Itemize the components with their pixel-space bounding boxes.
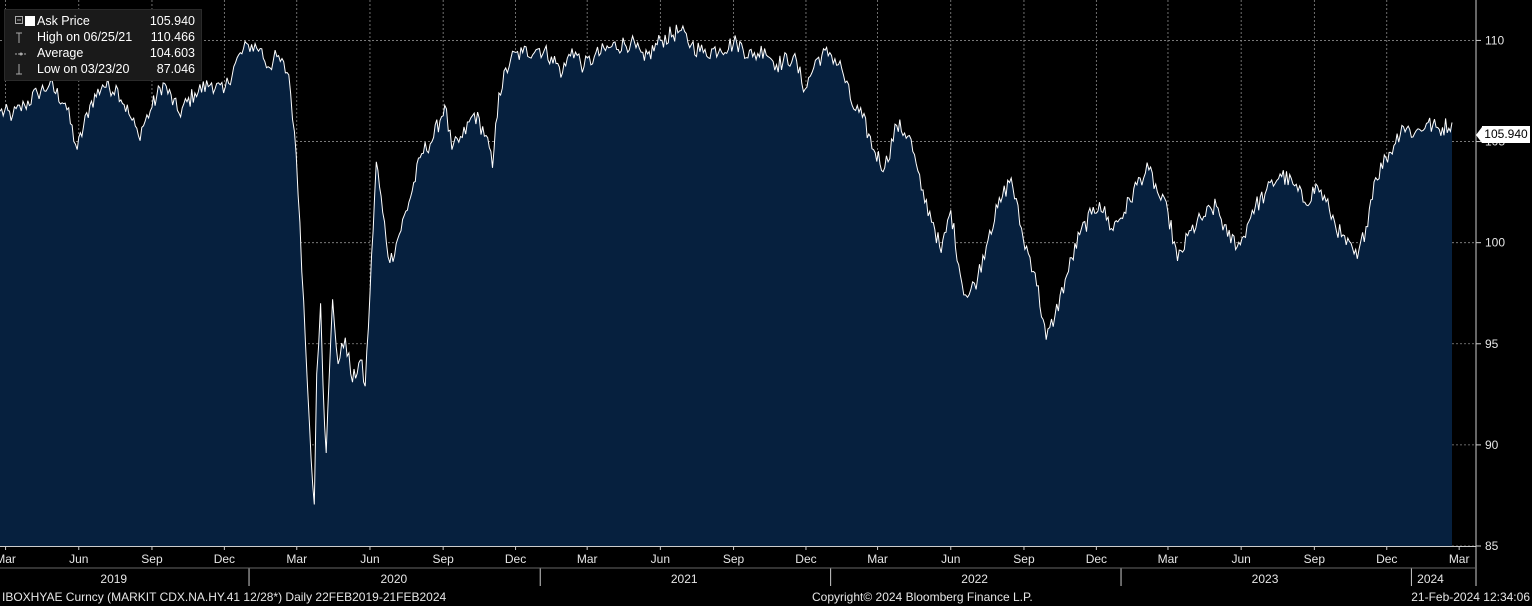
x-tick-label: Jun [360, 552, 379, 566]
high-marker-icon [15, 31, 24, 43]
x-tick-label: Jun [651, 552, 670, 566]
x-tick-label: Dec [795, 552, 816, 566]
x-tick-label: Jun [1231, 552, 1250, 566]
x-tick-label: Sep [432, 552, 454, 566]
year-label: 2021 [671, 572, 698, 586]
year-label: 2024 [1417, 572, 1444, 586]
price-line [0, 24, 1453, 505]
year-label: 2019 [100, 572, 127, 586]
legend-row-average: Average 104.603 [13, 45, 197, 61]
chart-legend: Ask Price 105.940 High on 06/25/21 110.4… [4, 9, 202, 81]
footer-copyright: Copyright© 2024 Bloomberg Finance L.P. [812, 590, 1033, 604]
collapse-icon[interactable] [15, 15, 24, 26]
legend-value: 110.466 [150, 30, 195, 44]
x-tick-label: Mar [867, 552, 888, 566]
legend-row-ask-price: Ask Price 105.940 [13, 13, 197, 29]
x-tick-label: Dec [214, 552, 235, 566]
x-tick-label: Sep [1304, 552, 1326, 566]
x-tick-label: Dec [1086, 552, 1107, 566]
y-tick-label: 110 [1485, 33, 1504, 47]
x-tick-label: Sep [723, 552, 745, 566]
legend-value: 104.603 [149, 46, 195, 60]
x-tick-label: Sep [141, 552, 163, 566]
x-tick-label: Mar [286, 552, 307, 566]
y-tick-label: 90 [1485, 438, 1499, 452]
year-label: 2022 [961, 572, 988, 586]
y-tick-label: 100 [1485, 236, 1505, 250]
x-tick-label: Mar [577, 552, 598, 566]
legend-label: Ask Price [37, 14, 90, 28]
legend-label: Low on 03/23/20 [37, 62, 130, 76]
x-tick-label: Dec [505, 552, 526, 566]
legend-value: 87.046 [156, 62, 195, 76]
x-tick-label: Jun [941, 552, 960, 566]
axis-layer: 859095100105110MarJunSepDecMarJunSepDecM… [0, 0, 1505, 586]
footer-ticker-info: IBOXHYAE Curncy (MARKIT CDX.NA.HY.41 12/… [2, 590, 447, 604]
y-tick-label: 95 [1485, 337, 1499, 351]
legend-value: 105.940 [149, 14, 195, 28]
legend-label: High on 06/25/21 [37, 30, 133, 44]
last-price-pointer [1476, 127, 1482, 143]
price-area [0, 24, 1452, 547]
year-label: 2023 [1252, 572, 1279, 586]
y-tick-label: 85 [1485, 539, 1499, 553]
x-tick-label: Mar [1158, 552, 1179, 566]
x-tick-label: Mar [0, 552, 16, 566]
legend-row-high: High on 06/25/21 110.466 [13, 29, 197, 45]
x-tick-label: Dec [1376, 552, 1397, 566]
last-price-label: 105.940 [1482, 126, 1530, 143]
series-color-swatch [25, 16, 35, 26]
x-tick-label: Jun [69, 552, 88, 566]
legend-label: Average [37, 46, 84, 60]
legend-row-low: Low on 03/23/20 87.046 [13, 61, 197, 77]
footer-timestamp: 21-Feb-2024 12:34:06 [1411, 590, 1530, 604]
average-marker-icon [15, 47, 27, 58]
year-label: 2020 [380, 572, 407, 586]
x-tick-label: Sep [1013, 552, 1035, 566]
x-tick-label: Mar [1449, 552, 1470, 566]
low-marker-icon [15, 63, 24, 75]
